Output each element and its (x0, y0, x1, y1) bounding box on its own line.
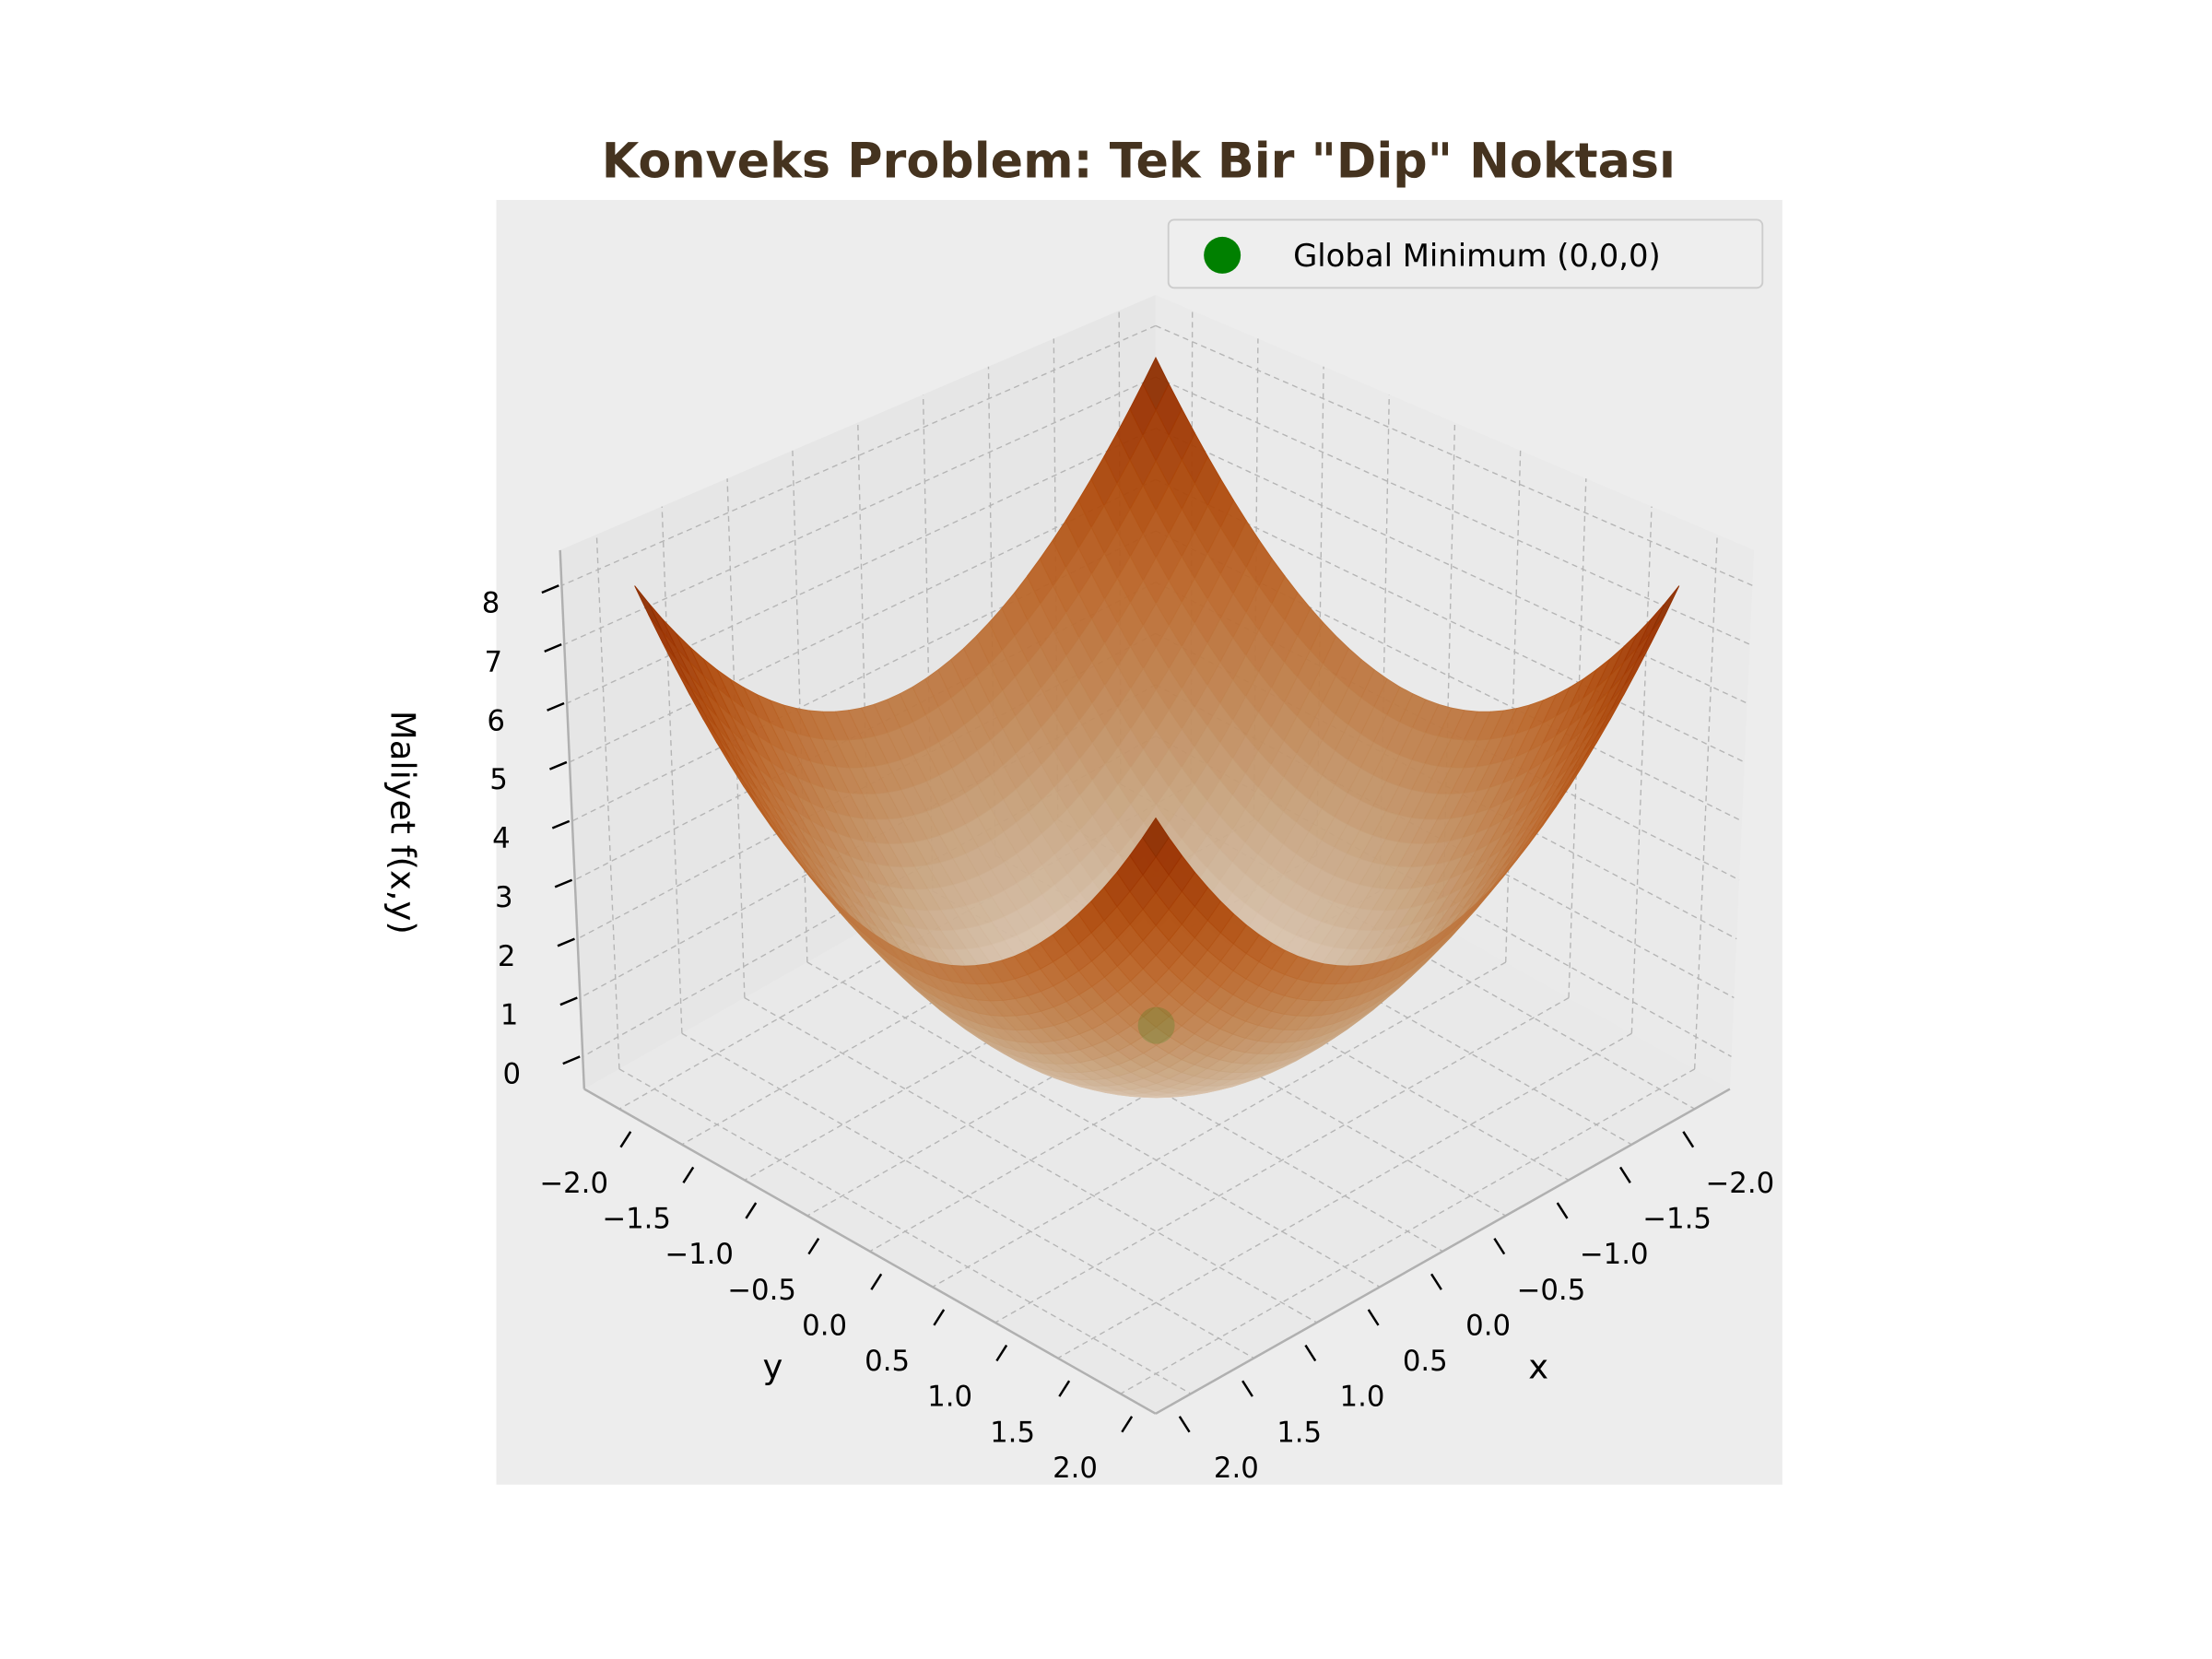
x-tick-mark (1556, 1202, 1569, 1219)
x-tick-label: 1.0 (1340, 1381, 1385, 1414)
global-minimum-point (1137, 1006, 1175, 1044)
y-tick-mark (933, 1309, 946, 1326)
x-tick-mark (1304, 1344, 1317, 1362)
x-tick-mark (1682, 1131, 1695, 1148)
y-tick-label: 0.0 (802, 1309, 847, 1342)
z-tick-label: 6 (487, 704, 505, 737)
legend-box (1167, 218, 1764, 289)
points (1137, 1006, 1175, 1044)
x-tick-label: −1.5 (1642, 1203, 1712, 1236)
floor-grid-line-y (1120, 1068, 1696, 1394)
y-tick-label: 2.0 (1053, 1452, 1098, 1485)
x-tick-mark (1618, 1166, 1631, 1184)
z-tick-label: 5 (489, 763, 508, 796)
z-tick-label: 4 (492, 822, 511, 855)
floor-grid-line-x (744, 997, 1318, 1324)
z-tick-mark (544, 643, 562, 653)
surface-facet (1142, 817, 1170, 858)
floor-grid-line-y (932, 961, 1507, 1288)
floor-grid-line-x (681, 1032, 1254, 1359)
x-tick-label: −1.0 (1580, 1238, 1649, 1271)
z-tick-mark (548, 760, 568, 771)
left-pane-grid-line-x (661, 506, 683, 1034)
z-tick-label: 3 (495, 881, 513, 914)
y-tick-label: 1.5 (990, 1416, 1035, 1449)
left-pane (559, 295, 1156, 1089)
legend-marker (1204, 236, 1241, 274)
y-tick-label: −0.5 (727, 1274, 796, 1307)
left-pane-grid-line-z (561, 324, 1157, 586)
x-tick-label: −2.0 (1706, 1167, 1775, 1200)
z-tick-label: 2 (498, 940, 516, 973)
x-axis-label: x (1528, 1347, 1548, 1386)
y-axis-label: y (763, 1347, 783, 1386)
y-tick-mark (807, 1238, 820, 1255)
z-tick-mark (559, 996, 578, 1006)
left-pane-grid-line-z (566, 428, 1157, 704)
right-pane (1155, 295, 1755, 1089)
x-tick-mark (1367, 1309, 1380, 1326)
x-tick-mark (1178, 1416, 1191, 1433)
floor-grid-line-y (1057, 1032, 1632, 1359)
y-tick-label: −2.0 (539, 1167, 608, 1200)
z-tick-mark (547, 701, 565, 712)
z-tick-mark (541, 584, 559, 594)
x-tick-mark (1430, 1273, 1442, 1290)
y-tick-label: −1.5 (602, 1203, 671, 1236)
right-pane-grid-line-y (1630, 506, 1653, 1034)
x-tick-label: 0.0 (1465, 1309, 1511, 1342)
z-tick-mark (554, 878, 573, 888)
x-tick-label: 2.0 (1214, 1452, 1259, 1485)
axes: −2.0−1.5−1.0−0.50.00.51.01.52.0−2.0−1.5−… (482, 549, 1775, 1485)
y-tick-mark (1121, 1416, 1134, 1433)
y-tick-mark (619, 1131, 632, 1148)
z-tick-label: 1 (500, 999, 519, 1032)
legend-label: Global Minimum (0,0,0) (1293, 238, 1661, 274)
left-pane-grid-line-z (563, 376, 1157, 645)
x-tick-label: −0.5 (1517, 1274, 1586, 1307)
x-tick-mark (1241, 1380, 1253, 1397)
x-axis-line (1155, 1088, 1731, 1415)
z-tick-mark (557, 937, 575, 947)
surface (634, 356, 1680, 1099)
chart-title: Konveks Problem: Tek Bir "Dip" Noktası (602, 133, 1676, 189)
y-tick-label: 0.5 (865, 1345, 910, 1378)
z-tick-label: 7 (485, 645, 503, 678)
x-tick-mark (1493, 1238, 1506, 1255)
y-axis-line (583, 1088, 1157, 1415)
x-tick-label: 1.5 (1277, 1416, 1322, 1449)
floor-grid-line-y (994, 997, 1570, 1324)
y-tick-label: 1.0 (927, 1381, 972, 1414)
y-tick-mark (995, 1344, 1008, 1362)
y-tick-mark (1058, 1380, 1071, 1397)
y-tick-mark (745, 1202, 758, 1219)
y-tick-mark (682, 1166, 695, 1184)
z-tick-label: 8 (482, 586, 500, 619)
z-axis-label: Maliyet f(x,y) (383, 711, 423, 935)
x-tick-label: 0.5 (1403, 1345, 1448, 1378)
z-tick-mark (562, 1055, 581, 1065)
legend: Global Minimum (0,0,0) (1167, 218, 1764, 289)
z-tick-mark (551, 819, 571, 830)
z-tick-label: 0 (503, 1058, 522, 1091)
y-tick-mark (870, 1273, 883, 1290)
y-tick-label: −1.0 (665, 1238, 734, 1271)
z-axis-line (559, 549, 586, 1089)
